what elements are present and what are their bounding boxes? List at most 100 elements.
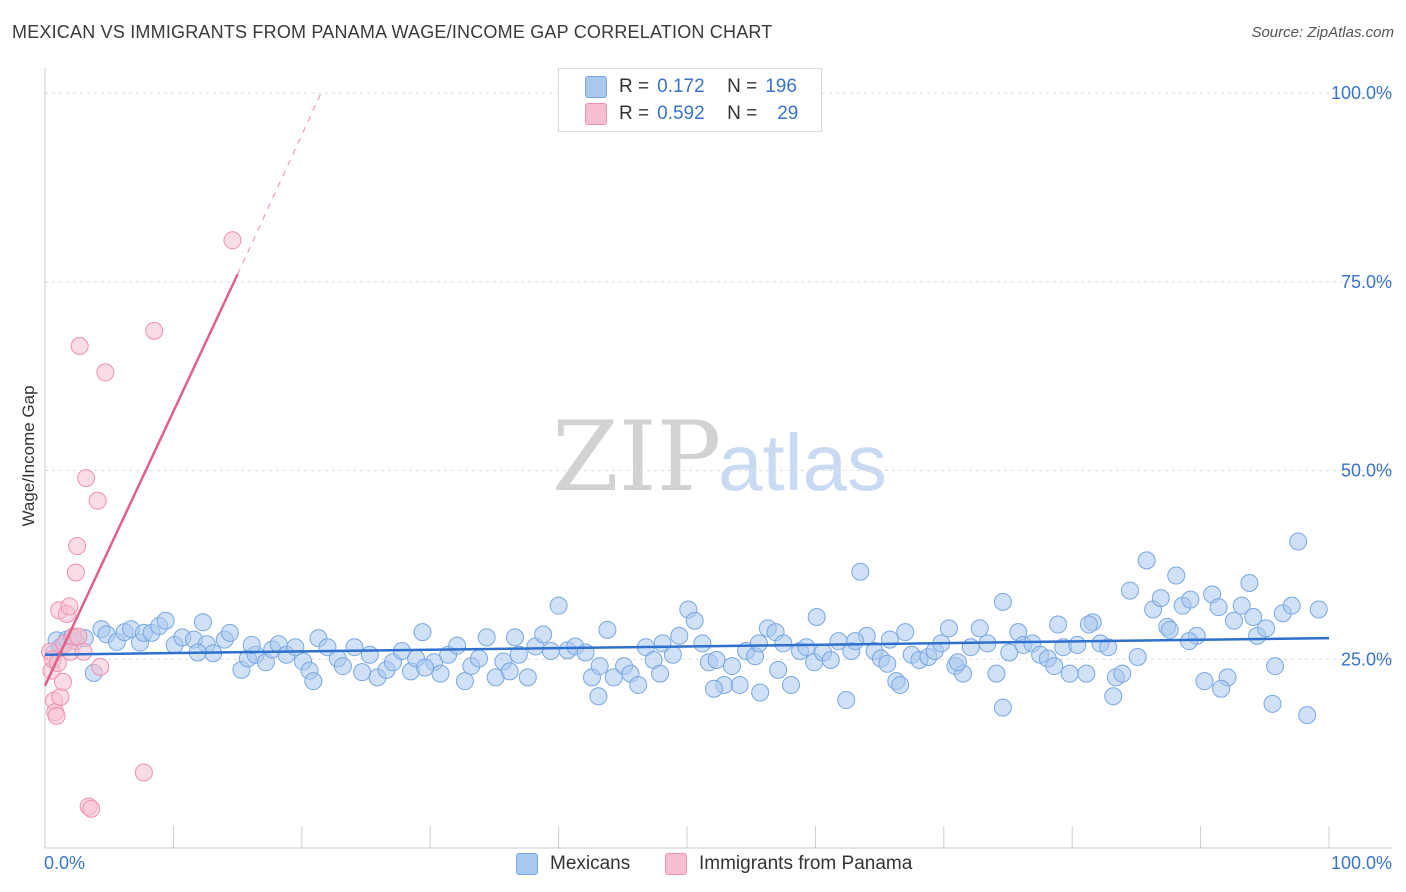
gridlines	[45, 92, 1392, 660]
stats-legend: R = 0.172 N = 196 R = 0.592 N = 29	[558, 68, 822, 132]
mexicans-point	[1128, 648, 1147, 667]
x-tick-label: 100.0%	[1331, 853, 1392, 873]
mexicans-point	[1263, 694, 1282, 713]
panama-point	[69, 627, 88, 646]
panama-point	[134, 763, 153, 782]
mexicans-point	[704, 679, 723, 698]
mexicans-point	[1224, 611, 1243, 630]
mexicans-point	[1266, 657, 1285, 676]
mexicans-point	[360, 645, 379, 664]
mexicans-point	[518, 668, 537, 687]
mexicans-point	[774, 634, 793, 653]
mexicans-point	[413, 623, 432, 642]
mexicans-point	[1240, 574, 1259, 593]
legend-label: Mexicans	[550, 853, 631, 874]
y-tick-label: 100.0%	[1331, 83, 1392, 103]
panama-point	[70, 336, 89, 355]
mexicans-point	[987, 664, 1006, 683]
y-tick-label: 50.0%	[1341, 461, 1392, 481]
mexicans-point	[1137, 551, 1156, 570]
mexicans-point	[685, 611, 704, 630]
mexicans-point	[220, 623, 239, 642]
n-label: N =	[727, 76, 758, 97]
mexicans-point	[707, 651, 726, 670]
mexicans-point	[505, 628, 524, 647]
mexicans-point	[1232, 596, 1251, 615]
mexicans-point	[1209, 598, 1228, 617]
mexicans-point	[730, 675, 749, 694]
mexicans-points	[44, 532, 1328, 725]
panama-point	[68, 537, 87, 556]
pink-swatch	[665, 853, 687, 875]
mexicans-point	[455, 672, 474, 691]
panama-point	[82, 799, 101, 818]
mexicans-point	[1257, 619, 1276, 638]
mexicans-point	[431, 664, 450, 683]
watermark-atlas: atlas	[718, 418, 887, 507]
mexicans-point	[821, 651, 840, 670]
mexicans-point	[749, 634, 768, 653]
mexicans-point	[333, 657, 352, 676]
mexicans-point	[751, 683, 770, 702]
mexicans-point	[590, 657, 609, 676]
mexicans-point	[598, 620, 617, 639]
legend-item-mexicans[interactable]: Mexicans	[516, 852, 630, 876]
mexicans-point	[1298, 706, 1317, 725]
mexicans-point	[629, 675, 648, 694]
axes	[44, 68, 1392, 849]
mexicans-point	[1000, 643, 1019, 662]
mexicans-point	[939, 619, 958, 638]
panama-point	[66, 563, 85, 582]
panama-point	[96, 363, 115, 382]
mexicans-point	[1282, 596, 1301, 615]
mexicans-point	[961, 638, 980, 657]
y-tick-label: 75.0%	[1341, 272, 1392, 292]
n-value: 29	[777, 103, 799, 124]
mexicans-point	[782, 675, 801, 694]
mexicans-point	[1104, 687, 1123, 706]
mexicans-point	[651, 664, 670, 683]
mexicans-point	[416, 658, 435, 677]
panama-point	[51, 688, 70, 707]
mexicans-point	[1181, 590, 1200, 609]
mexicans-point	[1212, 679, 1231, 698]
mexicans-point	[948, 653, 967, 672]
mexicans-point	[878, 654, 897, 673]
mexicans-point	[722, 657, 741, 676]
mexicans-point	[1049, 615, 1068, 634]
mexicans-point	[509, 645, 528, 664]
panama-point	[60, 597, 79, 616]
panama-point	[74, 642, 93, 661]
panama-point	[223, 231, 242, 250]
mexicans-point	[1068, 635, 1087, 654]
legend-item-panama[interactable]: Immigrants from Panama	[665, 852, 912, 876]
mexicans-point	[541, 641, 560, 660]
legend-label: Immigrants from Panama	[699, 853, 913, 874]
source-label: Source: ZipAtlas.com	[1251, 24, 1394, 41]
mexicans-point	[469, 649, 488, 668]
mexicans-point	[993, 592, 1012, 611]
panama-point	[91, 657, 110, 676]
panama-points	[41, 231, 242, 818]
blue-swatch	[585, 76, 607, 98]
panama-point	[145, 321, 164, 340]
mexicans-point	[549, 596, 568, 615]
r-label: R =	[619, 103, 650, 124]
mexicans-point	[797, 638, 816, 657]
mexicans-point	[1060, 664, 1079, 683]
legend-row-panama: R = 0.592 N = 29	[585, 102, 798, 126]
mexicans-point	[807, 608, 826, 626]
n-value: 196	[765, 76, 797, 97]
n-label: N =	[727, 103, 758, 124]
mexicans-point	[589, 687, 608, 706]
mexicans-point	[1079, 615, 1098, 634]
mexicans-point	[1244, 608, 1263, 626]
mexicans-point	[345, 638, 364, 657]
y-axis-label: Wage/Income Gap	[19, 385, 38, 526]
chart-title: MEXICAN VS IMMIGRANTS FROM PANAMA WAGE/I…	[12, 22, 773, 42]
mexicans-point	[837, 691, 856, 710]
mexicans-point	[1309, 600, 1328, 619]
mexicans-point	[1167, 566, 1186, 585]
legend-row-mexicans: R = 0.172 N = 196	[585, 75, 797, 99]
mexicans-point	[1289, 532, 1308, 551]
